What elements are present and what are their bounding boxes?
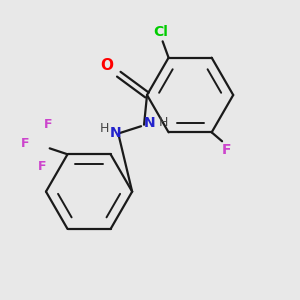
Text: H: H <box>100 122 109 135</box>
Text: F: F <box>38 160 46 173</box>
Text: N: N <box>144 116 156 130</box>
Text: F: F <box>20 137 29 150</box>
Text: N: N <box>110 126 122 140</box>
Text: F: F <box>44 118 52 130</box>
Text: O: O <box>100 58 113 73</box>
Text: H: H <box>159 116 168 129</box>
Text: F: F <box>222 143 231 157</box>
Text: Cl: Cl <box>154 25 169 39</box>
